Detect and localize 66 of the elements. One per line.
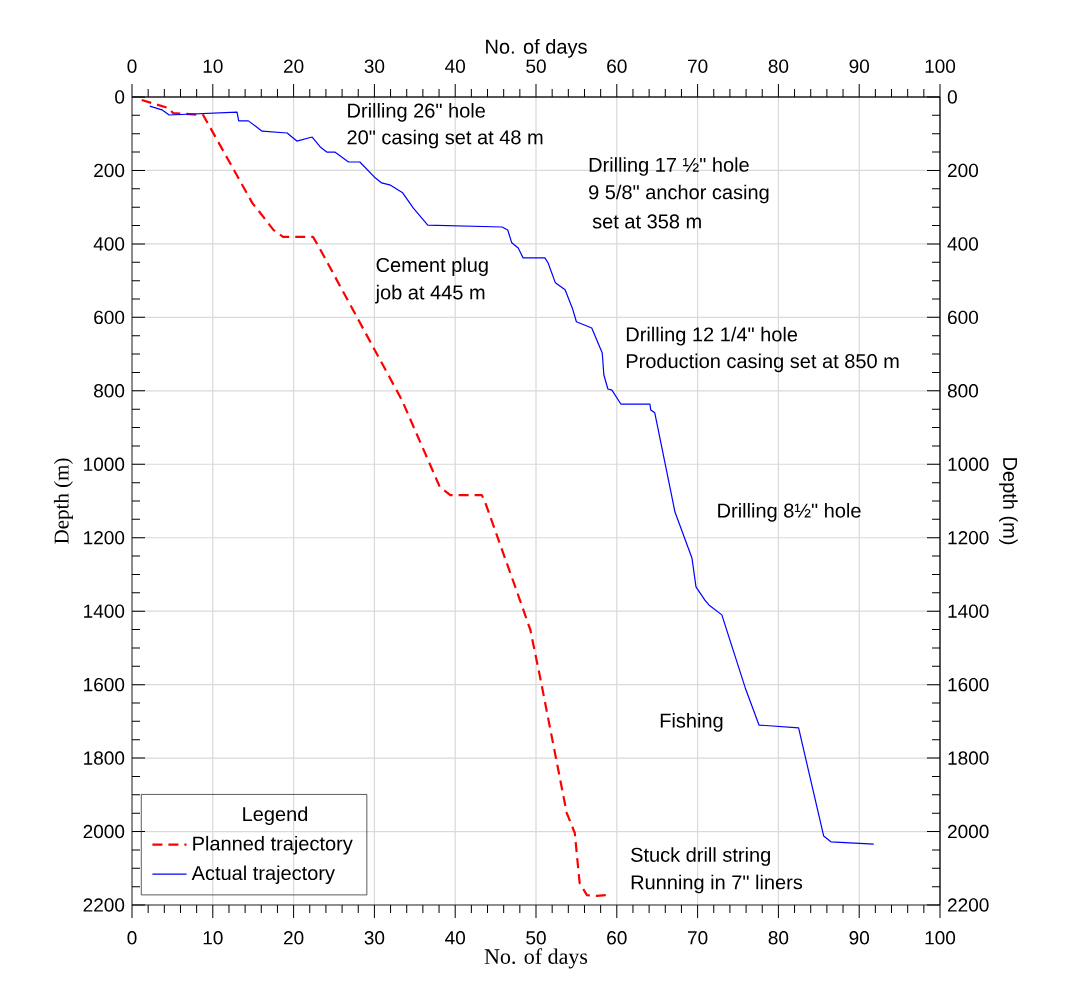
annotation: Drilling 12 1/4" hole	[626, 326, 798, 346]
x-tick-label: 10	[203, 59, 223, 73]
y-tick-label: 1000	[84, 457, 125, 471]
annotation: Stuck drill string	[631, 847, 770, 866]
annotation: Drilling 26" hole	[348, 103, 485, 122]
annotation: Drilling 17 ½" hole	[589, 157, 749, 176]
y-tick-label: 2000	[83, 824, 125, 839]
x-tick-label: 90	[849, 59, 870, 73]
x-axis-title: No. of days	[484, 948, 588, 969]
y-tick-label: 1400	[84, 604, 125, 618]
x-tick-label: 70	[688, 59, 708, 73]
x2-axis-title: No. of days	[486, 39, 587, 58]
x-tick-label: 40	[445, 59, 466, 73]
y2-tick-label: 200	[948, 163, 979, 178]
annotation: 9 5/8" anchor casing	[589, 184, 769, 204]
y2-tick-label: 400	[947, 237, 979, 251]
y-tick-label: 200	[94, 163, 125, 178]
y2-tick-label: 2200	[948, 898, 989, 912]
y2-axis-title: Depth (m)	[999, 458, 1018, 545]
x-tick-label: 100	[925, 59, 956, 73]
y-tick-label: 1800	[84, 751, 125, 765]
x2-tick-label: 40	[445, 931, 466, 945]
y-tick-label: 2200	[83, 898, 125, 912]
y2-tick-label: 1600	[948, 677, 989, 692]
y-tick-label: 600	[94, 310, 125, 325]
legend-label: Planned trajectory	[193, 835, 353, 855]
y-tick-label: 400	[93, 237, 125, 251]
y-axis-title: Depth (m)	[53, 458, 73, 544]
y2-tick-label: 1000	[948, 457, 989, 471]
y-tick-label: 1200	[84, 531, 125, 545]
annotation: Running in 7" liners	[631, 874, 803, 894]
x2-tick-label: 70	[688, 931, 708, 945]
x-tick-label: 30	[364, 59, 385, 73]
x-tick-label: 80	[768, 59, 789, 73]
y-tick-label: 1600	[84, 677, 125, 692]
annotation: 20" casing set at 48 m	[347, 129, 543, 149]
annotation: job at 445 m	[375, 284, 485, 304]
x-tick-label: 60	[607, 59, 627, 73]
x2-tick-label: 0	[127, 931, 137, 945]
y2-tick-label: 1400	[948, 604, 989, 618]
x2-tick-label: 90	[849, 931, 870, 945]
x2-tick-label: 50	[526, 931, 546, 945]
annotation: Production casing set at 850 m	[626, 353, 899, 373]
y2-tick-label: 800	[947, 384, 979, 398]
annotation: set at 358 m	[592, 214, 701, 229]
annotation: Fishing	[660, 713, 723, 732]
legend-label: Actual trajectory	[191, 865, 335, 885]
annotation: Drilling 8½" hole	[718, 503, 861, 522]
annotation: Cement plug	[376, 257, 488, 276]
x2-tick-label: 30	[364, 931, 385, 945]
y-tick-label: 0	[115, 90, 125, 104]
x2-tick-label: 80	[768, 931, 789, 945]
y-tick-label: 800	[94, 384, 125, 398]
y2-tick-label: 1200	[948, 531, 989, 545]
x2-tick-label: 10	[203, 931, 223, 945]
y2-tick-label: 600	[948, 310, 979, 325]
x-tick-label: 20	[283, 59, 304, 73]
legend-title: Legend	[243, 806, 308, 826]
x2-tick-label: 20	[283, 931, 304, 945]
y2-tick-label: 1800	[948, 751, 989, 765]
x2-tick-label: 60	[607, 931, 627, 945]
x2-tick-label: 100	[925, 931, 956, 945]
x-tick-label: 0	[127, 59, 137, 73]
y2-tick-label: 2000	[948, 824, 989, 839]
x-tick-label: 50	[526, 59, 546, 73]
y2-tick-label: 0	[947, 90, 957, 104]
